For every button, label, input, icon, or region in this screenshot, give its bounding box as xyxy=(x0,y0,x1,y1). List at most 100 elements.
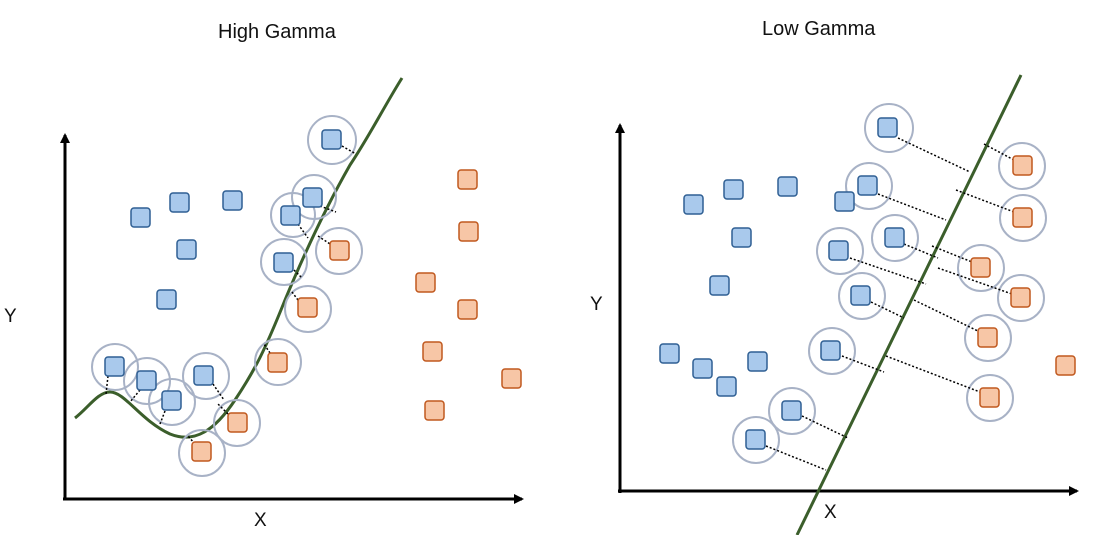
support-vector-circle xyxy=(182,352,230,400)
y-axis-label-low-gamma: Y xyxy=(590,294,603,315)
class-a-point xyxy=(169,192,190,213)
class-b-point xyxy=(227,412,248,433)
margin-line xyxy=(297,223,309,239)
class-a-point xyxy=(280,205,301,226)
class-b-point xyxy=(191,441,212,462)
support-vector-circle xyxy=(808,327,856,375)
panel-title-high-gamma: High Gamma xyxy=(218,21,336,43)
margin-line xyxy=(105,375,109,395)
class-a-point xyxy=(692,358,713,379)
margin-line xyxy=(897,137,971,173)
support-vector-circle xyxy=(270,192,316,238)
class-b-point xyxy=(329,240,350,261)
support-vector-circle xyxy=(966,374,1014,422)
class-b-point xyxy=(1012,155,1033,176)
class-a-point xyxy=(781,400,802,421)
support-vector-circle xyxy=(91,343,139,391)
margin-line xyxy=(341,145,357,155)
class-a-point xyxy=(176,239,197,260)
support-vector-circle xyxy=(998,142,1046,190)
x-axis-label-low-gamma: X xyxy=(824,502,837,523)
support-vector-circle xyxy=(148,378,196,426)
margin-line xyxy=(319,205,337,213)
support-vector-circle xyxy=(284,285,332,333)
panel-low-gamma xyxy=(615,74,1079,535)
support-vector-circle xyxy=(845,162,893,210)
margin-line xyxy=(955,189,1015,213)
class-a-point xyxy=(850,285,871,306)
x-axis-label-high-gamma: X xyxy=(254,510,267,531)
panel-title-low-gamma: Low Gamma xyxy=(762,18,876,40)
class-a-point xyxy=(828,240,849,261)
class-b-point xyxy=(1012,207,1033,228)
class-b-point xyxy=(979,387,1000,408)
support-vector-circle xyxy=(957,244,1005,292)
support-vector-circle xyxy=(123,357,171,405)
class-a-point xyxy=(884,227,905,248)
margin-line xyxy=(765,445,827,471)
support-vector-circle xyxy=(964,314,1012,362)
class-a-point xyxy=(193,365,214,386)
margin-line xyxy=(913,299,981,333)
margin-line xyxy=(870,301,905,319)
support-vector-circle xyxy=(864,103,914,153)
class-b-point xyxy=(1055,355,1076,376)
class-a-point xyxy=(130,207,151,228)
support-vector-circle xyxy=(178,429,226,477)
y-axis-label-high-gamma: Y xyxy=(4,306,17,327)
margin-line xyxy=(212,383,225,401)
support-vector-circle xyxy=(307,115,357,165)
class-b-point xyxy=(457,299,478,320)
support-vector-circle xyxy=(997,274,1045,322)
class-a-point xyxy=(731,227,752,248)
class-a-point xyxy=(745,429,766,450)
margin-line xyxy=(885,355,981,393)
class-a-point xyxy=(857,175,878,196)
decision-boundary xyxy=(795,74,1023,535)
class-a-point xyxy=(709,275,730,296)
class-b-point xyxy=(267,352,288,373)
class-a-point xyxy=(302,187,323,208)
margin-line xyxy=(841,355,885,373)
class-a-point xyxy=(723,179,744,200)
class-b-point xyxy=(424,400,445,421)
support-vector-circle xyxy=(213,399,261,447)
support-vector-circle xyxy=(254,338,302,386)
class-a-point xyxy=(104,356,125,377)
class-a-point xyxy=(321,129,342,150)
class-a-point xyxy=(747,351,768,372)
class-b-point xyxy=(458,221,479,242)
margin-line xyxy=(317,235,331,245)
class-b-point xyxy=(977,327,998,348)
class-b-point xyxy=(970,257,991,278)
class-a-point xyxy=(820,340,841,361)
margin-line xyxy=(291,291,299,301)
margin-line xyxy=(801,415,849,439)
margin-line xyxy=(931,245,973,263)
class-a-point xyxy=(716,376,737,397)
support-vector-circle xyxy=(260,238,308,286)
class-b-point xyxy=(501,368,522,389)
class-a-point xyxy=(222,190,243,211)
support-vector-circle xyxy=(768,387,816,435)
support-vector-circle xyxy=(838,272,886,320)
support-vector-circle xyxy=(871,214,919,262)
margin-line xyxy=(849,257,927,285)
panel-high-gamma xyxy=(60,77,524,504)
class-a-point xyxy=(834,191,855,212)
support-vector-circle xyxy=(732,416,780,464)
support-vector-circle xyxy=(315,227,363,275)
class-b-point xyxy=(415,272,436,293)
margin-line xyxy=(937,267,1013,295)
support-vector-circle xyxy=(816,227,864,275)
class-a-point xyxy=(659,343,680,364)
margin-line xyxy=(263,343,271,354)
decision-boundary xyxy=(74,77,404,439)
class-a-point xyxy=(273,252,294,273)
margin-line xyxy=(877,193,947,221)
margin-line xyxy=(293,269,303,279)
class-b-point xyxy=(422,341,443,362)
margin-line xyxy=(129,389,141,403)
support-vector-circle xyxy=(999,194,1047,242)
